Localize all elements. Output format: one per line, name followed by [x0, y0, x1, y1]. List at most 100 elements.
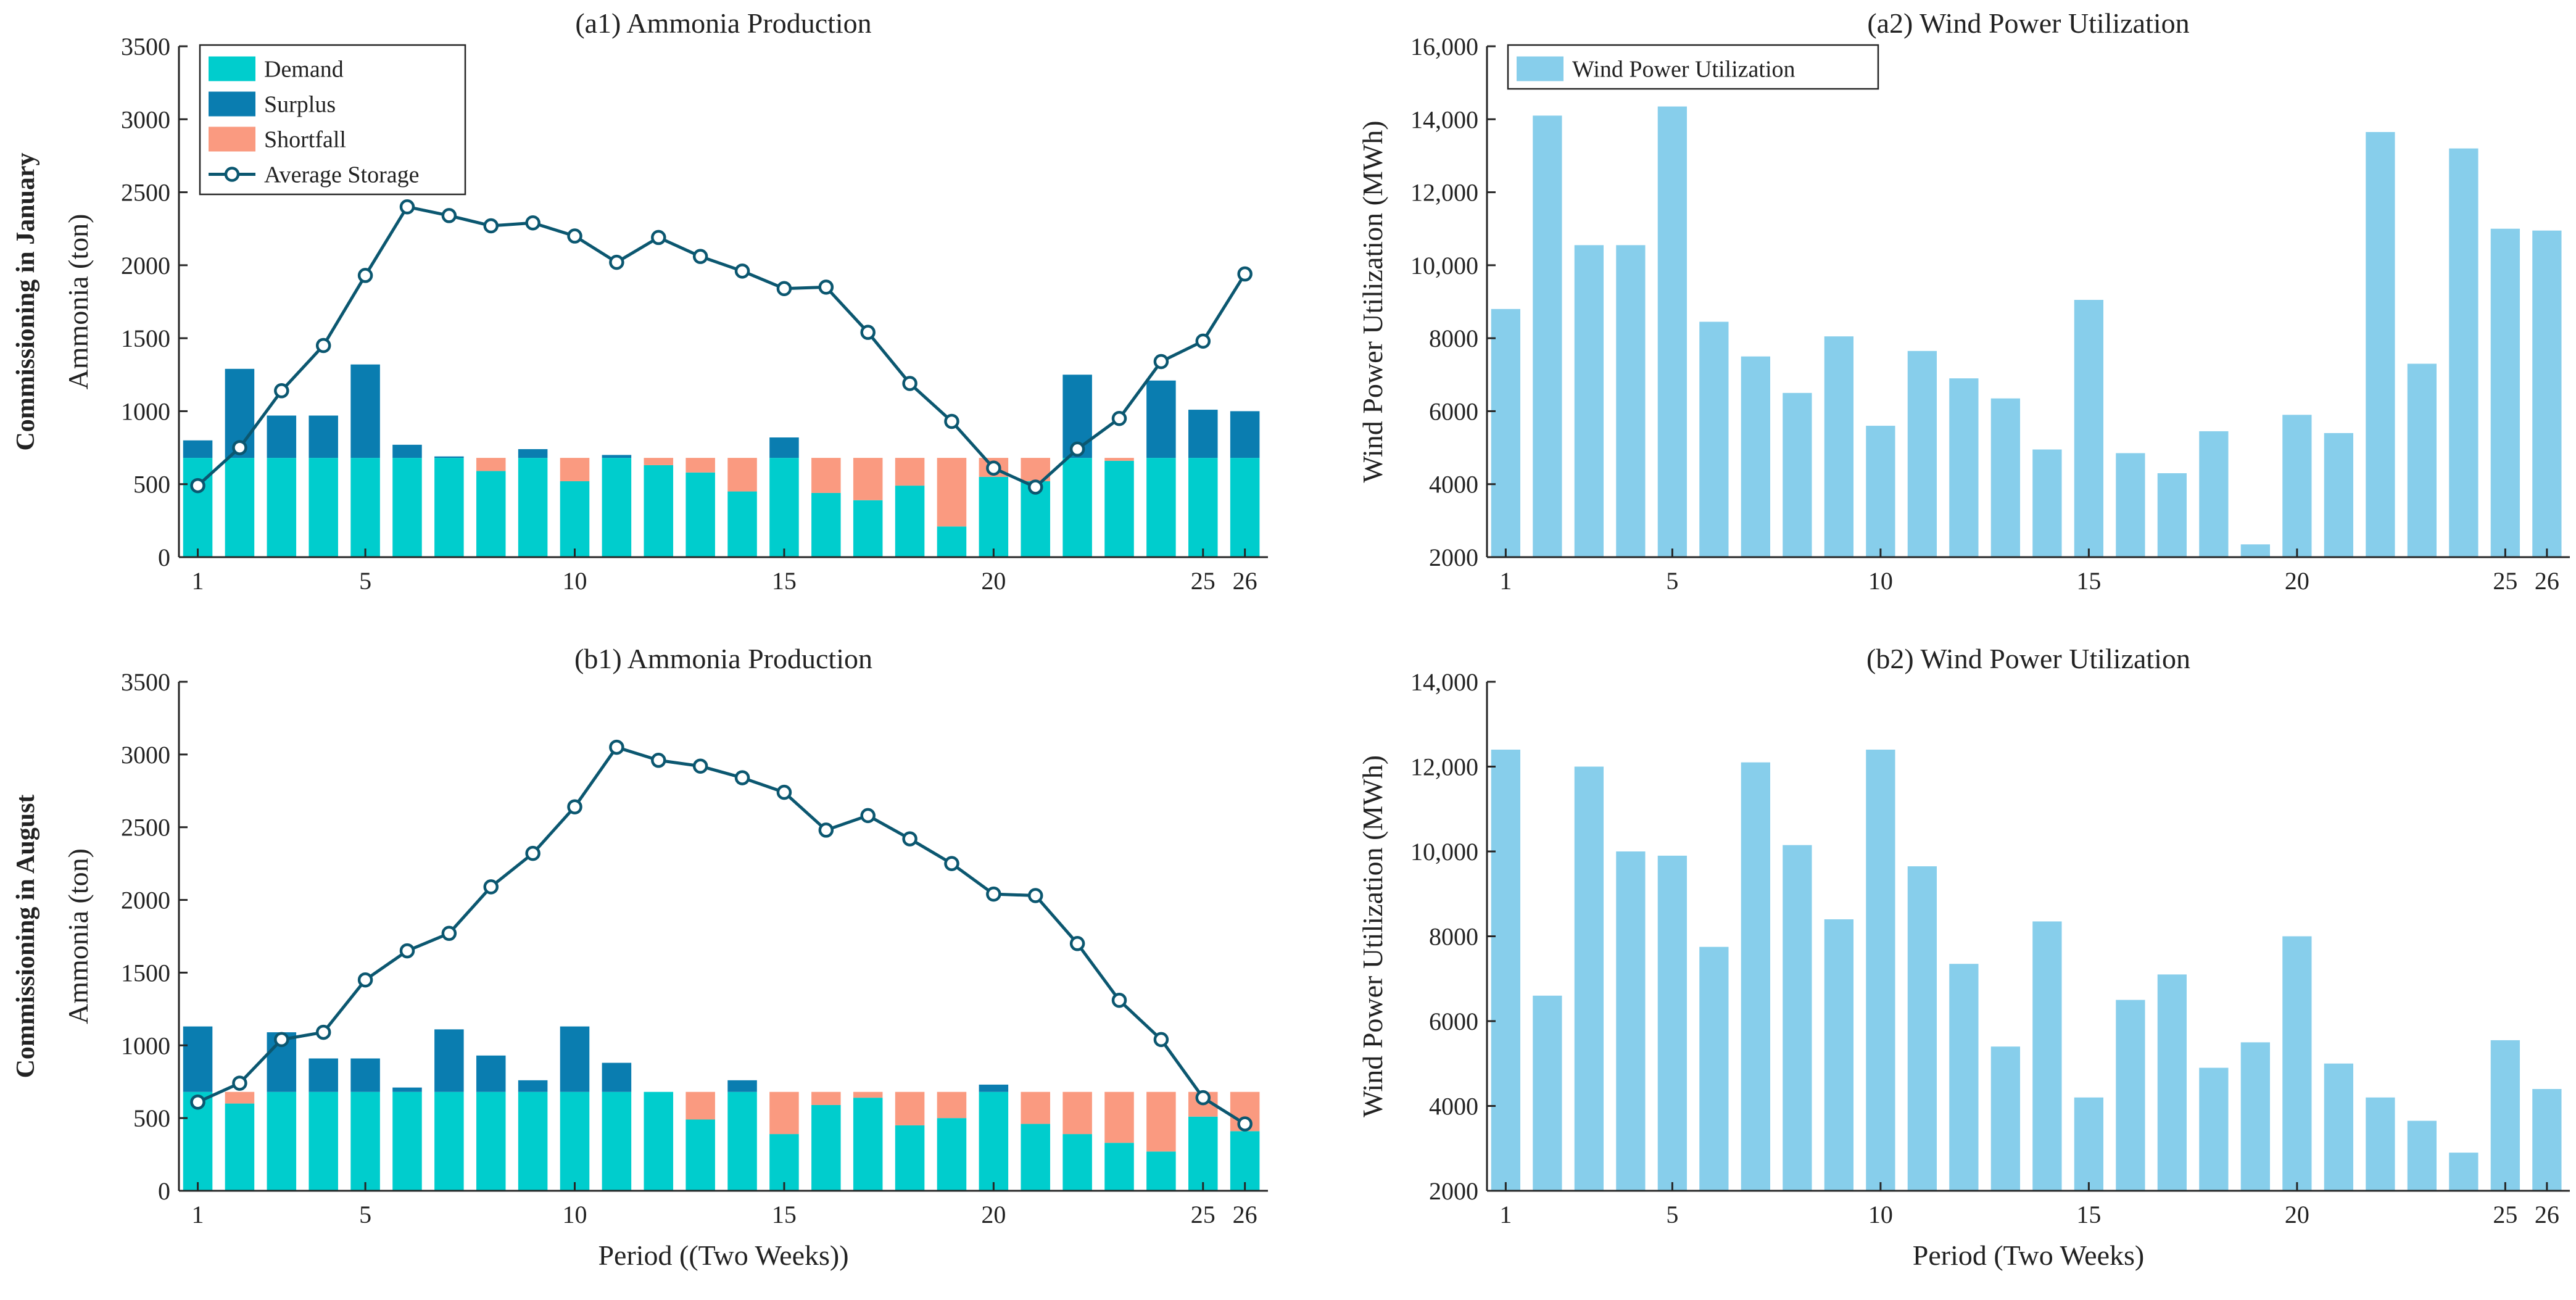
bar-demand-a1-8	[476, 471, 506, 557]
bar-demand-b1-20	[979, 1091, 1009, 1191]
y-tick-label-b2: 6000	[1429, 1008, 1478, 1035]
y-tick-label-b1: 3500	[121, 668, 170, 696]
bar-demand-a1-22	[1062, 458, 1092, 557]
average-storage-point-a1-16	[818, 279, 834, 295]
bar-demand-b1-23	[1104, 1143, 1134, 1191]
bar-wind-b2-2	[1533, 995, 1562, 1191]
average-storage-point-b1-12	[651, 753, 666, 768]
x-axis-label-b2: Period (Two Weeks)	[1913, 1240, 2144, 1271]
legend-a1: Demand Surplus Shortfall Average Storage	[199, 44, 466, 196]
average-storage-point-a1-26	[1237, 266, 1253, 282]
bar-shortfall-a1-19	[937, 458, 967, 527]
bar-demand-a1-13	[685, 472, 715, 557]
average-storage-point-b1-3	[274, 1032, 289, 1048]
x-tick-label-a1: 25	[1191, 567, 1216, 595]
y-tick-label-b1: 0	[158, 1177, 170, 1205]
legend-label-wind-power-utilization-a2: Wind Power Utilization	[1572, 57, 1795, 83]
x-tick-label-a2: 10	[1868, 567, 1893, 595]
average-storage-point-b1-13	[692, 758, 708, 774]
bar-wind-a2-4	[1616, 245, 1646, 557]
average-storage-point-b1-24	[1153, 1032, 1169, 1048]
x-tick-label-a1: 26	[1233, 567, 1257, 595]
average-storage-point-a1-24	[1153, 354, 1169, 370]
y-tick-label-b1: 500	[133, 1104, 170, 1132]
bar-demand-a1-23	[1104, 460, 1134, 557]
bar-shortfall-a1-10	[560, 458, 590, 481]
legend-label-shortfall-a1: Shortfall	[264, 127, 346, 153]
bar-shortfall-b1-17	[853, 1091, 883, 1098]
x-tick-label-b1: 25	[1191, 1201, 1216, 1228]
bar-surplus-a1-5	[350, 364, 380, 458]
bar-demand-a1-24	[1146, 458, 1176, 557]
legend-marker-average-storage-a1	[224, 167, 240, 182]
bar-surplus-a1-26	[1230, 411, 1260, 458]
row-label-a1: Commissioning in January	[12, 152, 40, 450]
average-storage-point-a1-13	[692, 249, 708, 264]
y-tick-label-a1: 3000	[121, 106, 170, 133]
bar-demand-b1-10	[560, 1091, 590, 1191]
bar-demand-b1-7	[434, 1091, 464, 1191]
bar-surplus-a1-25	[1188, 410, 1218, 458]
bar-demand-a1-12	[644, 465, 674, 557]
bar-wind-b2-16	[2116, 1000, 2145, 1191]
y-tick-label-b1: 2500	[121, 814, 170, 842]
bar-demand-a1-5	[350, 458, 380, 557]
x-tick-label-b1: 10	[563, 1201, 587, 1228]
bar-wind-b2-3	[1574, 766, 1604, 1191]
bar-demand-b1-21	[1021, 1124, 1050, 1191]
bar-wind-b2-20	[2282, 936, 2312, 1191]
y-tick-label-b1: 3000	[121, 741, 170, 769]
average-storage-point-a1-18	[902, 376, 917, 391]
x-tick-label-a2: 25	[2493, 567, 2517, 595]
bar-surplus-a1-3	[267, 415, 297, 458]
bar-wind-a2-24	[2449, 148, 2479, 558]
x-tick-label-a2: 15	[2076, 567, 2101, 595]
average-storage-point-a1-14	[734, 263, 750, 279]
series-line-a1	[190, 199, 1253, 495]
bar-surplus-a1-15	[769, 437, 799, 458]
average-storage-point-b1-1	[190, 1094, 205, 1110]
legend-label-surplus-a1: Surplus	[264, 92, 336, 118]
bar-demand-a1-10	[560, 481, 590, 557]
bar-wind-b2-4	[1616, 851, 1646, 1191]
bar-wind-a2-10	[1866, 426, 1895, 557]
bar-demand-a1-1	[183, 458, 213, 557]
bar-wind-b2-22	[2366, 1097, 2395, 1191]
average-storage-point-b1-25	[1195, 1090, 1211, 1106]
y-tick-label-a1: 2500	[121, 179, 170, 207]
y-tick-label-a2: 12,000	[1410, 179, 1478, 207]
bar-shortfall-b1-18	[895, 1091, 925, 1125]
y-tick-label-b2: 14,000	[1410, 668, 1478, 696]
average-storage-point-b1-20	[986, 886, 1001, 902]
bar-demand-a1-14	[727, 491, 757, 557]
bar-demand-b1-22	[1062, 1134, 1092, 1191]
x-tick-label-b1: 20	[981, 1201, 1006, 1228]
bar-wind-b2-8	[1783, 845, 1812, 1191]
bar-wind-a2-26	[2532, 230, 2562, 558]
y-tick-label-b2: 8000	[1429, 923, 1478, 951]
bar-shortfall-a1-14	[727, 458, 757, 492]
bar-wind-a2-14	[2032, 449, 2062, 557]
bar-surplus-b1-6	[392, 1087, 422, 1092]
bar-demand-b1-11	[602, 1091, 632, 1191]
average-storage-point-a1-1	[190, 478, 205, 494]
series-line-b1	[190, 739, 1253, 1132]
bar-demand-b1-4	[309, 1091, 338, 1191]
bar-shortfall-a1-13	[685, 458, 715, 473]
x-tick-label-a1: 10	[563, 567, 587, 595]
bar-demand-a1-3	[267, 458, 297, 557]
bar-surplus-b1-8	[476, 1055, 506, 1092]
bar-demand-b1-16	[811, 1104, 841, 1191]
bar-demand-b1-5	[350, 1091, 380, 1191]
bar-surplus-b1-7	[434, 1029, 464, 1092]
x-tick-label-b2: 20	[2285, 1201, 2309, 1228]
bar-demand-a1-25	[1188, 458, 1218, 557]
bar-shortfall-b1-2	[225, 1091, 255, 1104]
y-tick-label-b1: 1500	[121, 959, 170, 987]
bar-wind-b2-5	[1657, 855, 1687, 1191]
bar-wind-b2-17	[2157, 974, 2187, 1191]
panel-title-a1: (a1) Ammonia Production	[575, 7, 871, 39]
bar-wind-b2-7	[1741, 762, 1770, 1191]
average-storage-point-a1-8	[483, 218, 499, 234]
